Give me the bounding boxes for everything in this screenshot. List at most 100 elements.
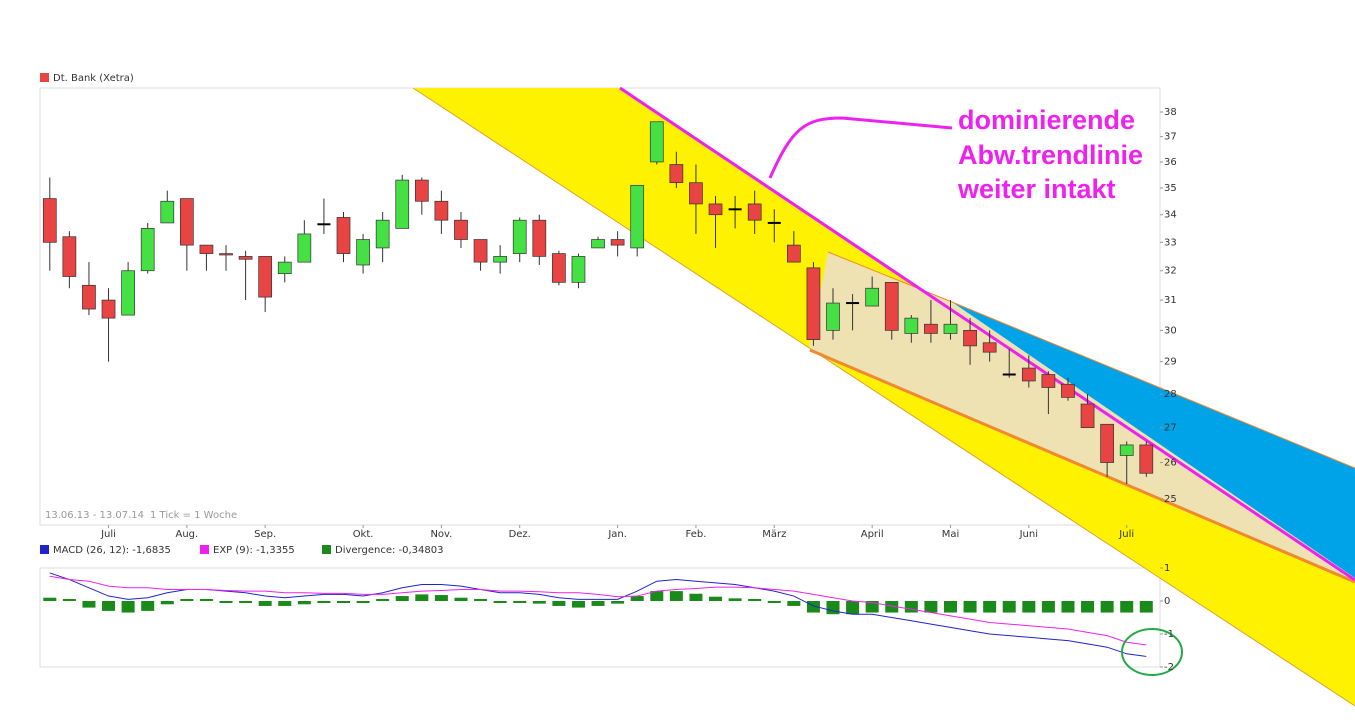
support-line — [809, 348, 1355, 584]
candle-body — [747, 203, 762, 221]
divergence-bar — [924, 601, 938, 613]
candle-body — [121, 270, 135, 316]
x-tick-label: Nov. — [430, 529, 452, 540]
divergence-bar — [336, 601, 350, 603]
candle-body — [982, 342, 997, 353]
divergence-bar — [180, 599, 194, 601]
divergence-bar — [102, 601, 116, 611]
candle-body — [963, 330, 977, 347]
divergence-bar — [943, 601, 957, 613]
divergence-bar — [1002, 601, 1016, 613]
legend-label: Dt. Bank (Xetra) — [53, 73, 134, 84]
annotation: dominierende — [958, 105, 1135, 135]
footer-range: 13.06.13 - 13.07.14 — [45, 510, 144, 521]
legend-label: Divergence: -0,34803 — [335, 545, 443, 556]
x-tick-label: April — [861, 529, 884, 540]
divergence-bar — [611, 601, 625, 604]
candle-body — [904, 317, 919, 334]
plot — [42, 121, 1154, 657]
divergence-bar — [1120, 601, 1134, 613]
divergence-bar — [591, 601, 605, 606]
candle-body — [610, 239, 625, 246]
macd-line — [49, 572, 1147, 657]
x-tick-label: Mai — [942, 529, 960, 540]
candle-body — [336, 217, 351, 254]
y-tick-label: 38 — [1164, 107, 1177, 118]
divergence-bar — [846, 601, 860, 615]
divergence-bar — [806, 601, 820, 613]
legend-swatch — [40, 73, 49, 82]
divergence-bar — [239, 601, 253, 603]
candle-body — [160, 200, 175, 224]
y-tick-label: 31 — [1164, 295, 1177, 306]
candle-body — [532, 219, 547, 257]
annotation: weiter intakt — [957, 174, 1116, 204]
x-tick-label: Sep. — [254, 529, 276, 540]
divergence-bar — [1139, 601, 1153, 613]
x-tick-label: Okt. — [353, 529, 374, 540]
divergence-bar — [904, 601, 918, 613]
y-tick-label: 33 — [1164, 237, 1177, 248]
y-tick-label: 35 — [1164, 183, 1177, 194]
x-tick-label: Juli — [1118, 529, 1134, 540]
annotation-pointer — [768, 116, 953, 179]
divergence-bar — [885, 601, 899, 613]
divergence-bar — [1041, 601, 1055, 613]
divergence-bar — [571, 601, 585, 608]
y-tick-label: -2 — [1164, 662, 1174, 673]
y-tick-label: 29 — [1164, 357, 1177, 368]
divergence-bar — [709, 596, 723, 601]
divergence-bar — [983, 601, 997, 613]
candle-body — [884, 282, 899, 331]
divergence-bar — [748, 599, 762, 601]
candle-body — [943, 323, 958, 334]
candle-body — [591, 239, 605, 249]
candle-body — [1041, 374, 1056, 388]
x-tick-label: Dez. — [509, 529, 531, 540]
candle-body — [375, 219, 390, 249]
candle-body — [277, 261, 292, 274]
divergence-bar — [513, 601, 527, 603]
channel-line — [412, 87, 1355, 707]
candle-body — [297, 233, 312, 263]
x-tick-label: Feb. — [685, 529, 706, 540]
divergence-bar — [454, 597, 468, 601]
y-tick-label: 26 — [1164, 458, 1177, 469]
divergence-bar — [767, 601, 781, 603]
divergence-bar — [826, 601, 840, 615]
divergence-bar — [865, 601, 879, 613]
y-tick-label: 32 — [1164, 266, 1177, 277]
macd-line — [49, 575, 1147, 646]
macd-frame — [39, 567, 1161, 668]
highlight-circle — [1121, 628, 1183, 676]
candle-body — [238, 256, 253, 260]
divergence-bar — [689, 593, 703, 601]
candle-body — [689, 182, 703, 205]
legend-label: EXP (9): -1,3355 — [213, 545, 295, 556]
legend-label: MACD (26, 12): -1,6835 — [53, 545, 171, 556]
x-tick-label: Juli — [100, 529, 116, 540]
divergence-bar — [199, 599, 213, 601]
divergence-bar — [1022, 601, 1036, 613]
y-tick-label: 1 — [1164, 563, 1170, 574]
y-tick-label: 28 — [1164, 389, 1177, 400]
candle-body — [101, 299, 116, 319]
x-tick-label: März — [762, 529, 786, 540]
divergence-bar — [82, 601, 96, 608]
candle-body — [512, 219, 527, 254]
legend-swatch — [200, 545, 209, 554]
candle-body — [1139, 444, 1154, 474]
candle-body — [219, 253, 233, 256]
candle-body — [708, 203, 723, 216]
candle-body — [649, 121, 664, 163]
divergence-bar — [62, 599, 76, 601]
y-tick-label: 0 — [1164, 596, 1170, 607]
blue-area — [952, 302, 1355, 578]
x-tick-label: Juni — [1019, 529, 1038, 540]
candle-body — [454, 219, 468, 240]
divergence-bar — [258, 601, 272, 606]
annotation: Abw.trendlinie — [958, 140, 1143, 170]
candle-body — [62, 236, 77, 277]
candle-body — [434, 200, 449, 221]
